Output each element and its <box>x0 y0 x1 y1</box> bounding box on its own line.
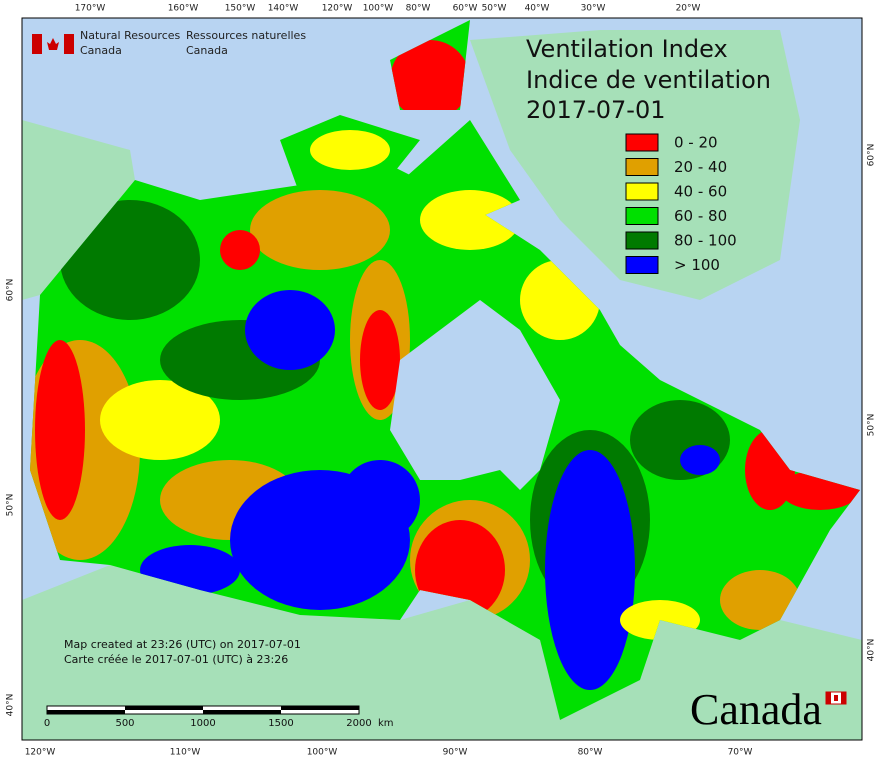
scale-label: 500 <box>115 718 134 729</box>
wordmark: Canada <box>690 685 822 734</box>
legend-label: > 100 <box>674 256 720 274</box>
lon-label: 100°W <box>363 4 394 14</box>
lon-label: 120°W <box>25 748 56 758</box>
lon-label: 80°W <box>578 748 603 758</box>
lon-label: 100°W <box>307 748 338 758</box>
lon-label: 140°W <box>268 4 299 14</box>
lat-label: 50°N <box>6 494 16 517</box>
scale-bar <box>46 705 360 715</box>
lat-label: 50°N <box>867 414 877 437</box>
legend-label: 0 - 20 <box>674 134 718 152</box>
org-name: Ressources naturelles <box>186 29 306 42</box>
lon-label: 160°W <box>168 4 199 14</box>
scale-label: 0 <box>44 718 50 729</box>
org-name: Canada <box>80 44 122 57</box>
lon-label: 60°W <box>453 4 478 14</box>
alaska <box>22 120 135 300</box>
lon-label: 50°W <box>482 4 507 14</box>
hudson-bay <box>390 300 560 490</box>
scale-label: 2000 <box>346 718 371 729</box>
footer-note: Carte créée le 2017-07-01 (UTC) à 23:26 <box>64 653 288 666</box>
footer-note: Map created at 23:26 (UTC) on 2017-07-01 <box>64 638 301 651</box>
lat-label: 60°N <box>867 144 877 167</box>
nrcan-flag <box>32 34 74 54</box>
legend-swatch <box>625 133 659 152</box>
title: 2017-07-01 <box>526 96 665 124</box>
legend-label: 60 - 80 <box>674 207 727 225</box>
legend-label: 40 - 60 <box>674 183 727 201</box>
title: Indice de ventilation <box>526 66 771 94</box>
legend: 0 - 20 20 - 40 40 - 60 60 - 80 80 - 100 > 100 <box>625 133 737 274</box>
scale-unit: km <box>378 718 394 729</box>
scale-label: 1500 <box>268 718 293 729</box>
lon-label: 170°W <box>75 4 106 14</box>
united-states <box>22 565 862 740</box>
lon-label: 150°W <box>225 4 256 14</box>
legend-swatch <box>625 231 659 250</box>
lat-label: 60°N <box>6 279 16 302</box>
scale-label: 1000 <box>190 718 215 729</box>
wordmark-flag <box>825 691 847 705</box>
title: Ventilation Index <box>526 35 728 63</box>
legend-label: 80 - 100 <box>674 232 737 250</box>
lon-label: 120°W <box>322 4 353 14</box>
lat-label: 40°N <box>867 639 877 662</box>
lon-label: 80°W <box>406 4 431 14</box>
legend-swatch <box>625 207 659 225</box>
legend-swatch <box>625 158 659 176</box>
org-name: Natural Resources <box>80 29 181 42</box>
lon-label: 30°W <box>581 4 606 14</box>
org-name: Canada <box>186 44 228 57</box>
frame <box>21 17 863 741</box>
legend-swatch <box>625 256 659 274</box>
legend-swatch <box>625 182 659 201</box>
lon-label: 90°W <box>443 748 468 758</box>
lon-label: 20°W <box>676 4 701 14</box>
lon-label: 70°W <box>728 748 753 758</box>
lon-label: 40°W <box>525 4 550 14</box>
legend-label: 20 - 40 <box>674 158 727 176</box>
lat-label: 40°N <box>6 694 16 717</box>
lon-label: 110°W <box>170 748 201 758</box>
